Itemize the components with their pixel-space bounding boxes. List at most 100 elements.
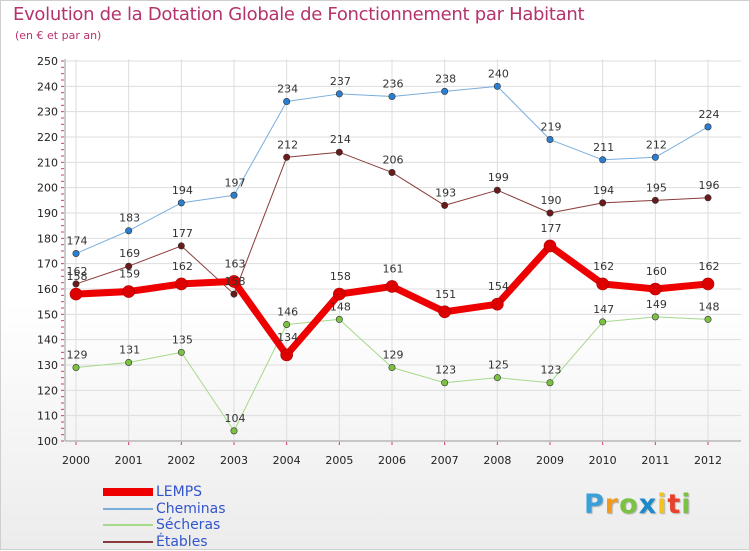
data-label-cheminas: 238 xyxy=(435,72,456,85)
legend-label: Étables xyxy=(156,533,208,550)
x-tick-label: 2012 xyxy=(694,454,722,467)
logo-letter: i xyxy=(657,489,668,520)
data-label-secheras: 131 xyxy=(119,343,140,356)
data-point-lemps xyxy=(701,277,715,291)
legend-label: LEMPS xyxy=(156,484,203,500)
y-tick-label: 180 xyxy=(37,232,58,245)
data-label-cheminas: 197 xyxy=(225,176,246,189)
data-point-lemps xyxy=(333,287,346,301)
data-point-secheras xyxy=(441,379,449,387)
data-label-lemps: 161 xyxy=(383,262,404,275)
data-label-cheminas: 174 xyxy=(67,235,88,248)
data-label-etables: 158 xyxy=(225,275,246,288)
legend-item: Sécheras xyxy=(103,517,220,533)
y-tick-label: 230 xyxy=(37,106,58,119)
data-point-etables xyxy=(125,262,133,270)
legend-swatch xyxy=(103,507,153,510)
logo-letter: r xyxy=(604,489,620,520)
legend-swatch xyxy=(103,524,153,526)
y-tick-label: 150 xyxy=(37,308,58,321)
data-label-secheras: 148 xyxy=(330,300,351,313)
x-tick-label: 2002 xyxy=(167,454,195,467)
data-point-secheras xyxy=(230,427,238,435)
chart-subtitle: (en € et par an) xyxy=(15,29,102,42)
y-tick-label: 120 xyxy=(37,384,58,397)
data-label-etables: 177 xyxy=(172,227,193,240)
y-tick-label: 140 xyxy=(37,334,58,347)
logo-letter: t xyxy=(667,489,682,520)
data-label-cheminas: 224 xyxy=(699,108,720,121)
data-point-lemps xyxy=(438,305,451,319)
data-label-lemps: 162 xyxy=(699,260,720,273)
data-point-secheras xyxy=(125,358,133,366)
y-tick-label: 110 xyxy=(37,410,58,423)
x-tick-label: 2010 xyxy=(589,454,617,467)
data-label-lemps: 154 xyxy=(488,280,509,293)
x-tick-label: 2008 xyxy=(483,454,511,467)
data-point-etables xyxy=(230,290,238,298)
data-label-cheminas: 194 xyxy=(172,184,193,197)
data-point-etables xyxy=(493,186,501,194)
legend-label: Sécheras xyxy=(156,517,221,533)
data-point-lemps xyxy=(543,239,557,253)
data-label-lemps: 162 xyxy=(172,260,193,273)
x-tick-label: 2001 xyxy=(115,454,143,467)
y-tick-label: 130 xyxy=(37,359,58,372)
data-label-etables: 196 xyxy=(699,179,720,192)
y-tick-label: 240 xyxy=(37,80,58,93)
data-point-cheminas xyxy=(493,82,501,90)
x-tick-label: 2003 xyxy=(220,454,248,467)
y-tick-label: 160 xyxy=(37,283,58,296)
data-point-etables xyxy=(651,196,659,204)
data-label-lemps: 158 xyxy=(67,270,88,283)
data-label-etables: 194 xyxy=(593,184,614,197)
data-label-lemps: 134 xyxy=(277,331,298,344)
data-label-secheras: 104 xyxy=(225,412,246,425)
x-tick-label: 2005 xyxy=(325,454,353,467)
data-point-lemps xyxy=(649,282,662,296)
data-label-etables: 162 xyxy=(67,265,88,278)
data-label-lemps: 158 xyxy=(330,270,351,283)
y-tick-label: 190 xyxy=(37,207,58,220)
data-label-lemps: 159 xyxy=(119,268,140,281)
logo-letter: o xyxy=(619,489,639,520)
data-point-secheras xyxy=(599,318,607,326)
data-point-secheras xyxy=(546,379,554,387)
legend-swatch xyxy=(103,540,153,543)
legend-swatch xyxy=(103,488,153,496)
legend-item: Cheminas xyxy=(103,501,226,517)
proxiti-logo: Proxiti xyxy=(584,489,692,520)
data-point-etables xyxy=(335,148,343,156)
data-point-cheminas xyxy=(704,123,712,131)
data-point-cheminas xyxy=(388,92,396,100)
data-point-cheminas xyxy=(599,156,607,164)
x-tick-label: 2007 xyxy=(431,454,459,467)
data-point-etables xyxy=(704,194,712,202)
x-tick-label: 2011 xyxy=(641,454,669,467)
data-label-secheras: 135 xyxy=(172,333,193,346)
y-tick-label: 100 xyxy=(37,435,58,448)
data-point-etables xyxy=(546,209,554,217)
data-point-lemps xyxy=(227,275,241,288)
data-label-secheras: 146 xyxy=(277,305,298,318)
legend-label: Cheminas xyxy=(156,500,226,517)
x-tick-label: 2009 xyxy=(536,454,564,467)
legend-item: LEMPS xyxy=(103,484,202,500)
y-tick-label: 220 xyxy=(37,131,58,144)
data-point-etables xyxy=(388,168,396,176)
data-point-lemps xyxy=(491,297,504,311)
data-point-cheminas xyxy=(651,153,659,161)
data-point-secheras xyxy=(177,348,185,356)
data-point-secheras xyxy=(72,364,80,372)
data-label-lemps: 160 xyxy=(646,265,667,278)
data-point-cheminas xyxy=(441,87,449,95)
data-point-lemps xyxy=(280,348,293,362)
data-point-etables xyxy=(177,242,185,250)
data-point-cheminas xyxy=(335,90,343,98)
data-label-etables: 195 xyxy=(646,181,667,194)
data-label-cheminas: 219 xyxy=(541,121,562,134)
y-tick-label: 210 xyxy=(37,156,58,169)
data-point-secheras xyxy=(651,313,659,321)
data-point-cheminas xyxy=(546,136,554,144)
